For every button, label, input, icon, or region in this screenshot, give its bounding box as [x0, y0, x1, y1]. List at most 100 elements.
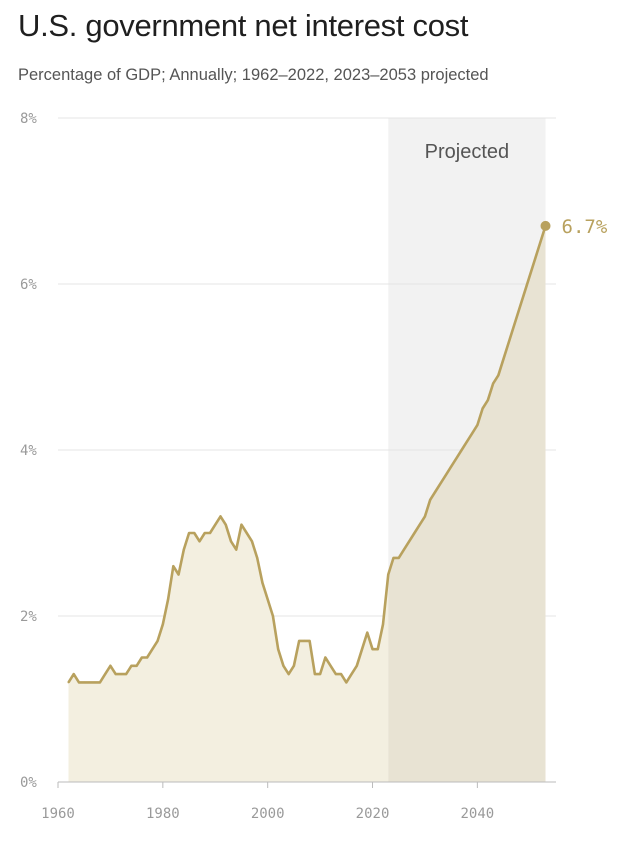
data-point [303, 639, 306, 642]
data-point [497, 374, 500, 377]
data-point [340, 673, 343, 676]
data-point [481, 407, 484, 410]
area-projected [388, 225, 546, 782]
x-tick-label: 2020 [356, 806, 390, 822]
data-point [292, 664, 295, 667]
data-point [224, 523, 227, 526]
data-point [266, 598, 269, 601]
data-point [98, 681, 101, 684]
data-point [313, 673, 316, 676]
data-point [229, 540, 232, 543]
data-point [130, 664, 133, 667]
data-point [329, 664, 332, 667]
data-point [298, 639, 301, 642]
data-point [188, 532, 191, 534]
data-point [245, 532, 248, 534]
data-point [114, 673, 117, 676]
y-tick-label: 4% [20, 443, 37, 459]
data-point [167, 598, 170, 601]
data-point [471, 432, 474, 435]
area-historical [68, 516, 389, 782]
data-point [355, 664, 358, 667]
data-point [146, 656, 149, 659]
data-point [104, 673, 107, 676]
data-point [408, 540, 411, 543]
x-tick-label: 1960 [41, 806, 75, 822]
y-tick-label: 8% [20, 111, 37, 127]
data-point [392, 556, 395, 559]
data-point [460, 449, 463, 451]
x-tick-label: 2000 [251, 806, 285, 822]
data-point [209, 532, 212, 534]
data-point [387, 573, 390, 576]
data-point [256, 556, 259, 559]
x-tick-label: 1980 [146, 806, 180, 822]
data-point [261, 581, 264, 584]
data-point [83, 681, 86, 684]
data-point [444, 473, 447, 476]
data-point [119, 673, 122, 676]
y-tick-label: 6% [20, 277, 37, 293]
chart-title: U.S. government net interest cost [18, 8, 469, 43]
data-point [67, 681, 70, 684]
data-points [67, 224, 547, 684]
data-point [182, 548, 185, 551]
data-point [418, 523, 421, 526]
projected-label: Projected [425, 141, 510, 163]
data-point [450, 465, 453, 468]
data-point [366, 631, 369, 634]
data-point [429, 498, 432, 501]
data-point [502, 357, 505, 360]
data-point [125, 673, 128, 676]
data-point [214, 523, 217, 526]
data-point [465, 440, 468, 443]
data-point [88, 681, 91, 684]
data-point [140, 656, 143, 659]
data-point [507, 341, 510, 344]
data-point [277, 648, 280, 651]
x-axis-ticks: 1960 1980 2000 2020 2040 [41, 782, 494, 822]
data-point [518, 307, 521, 310]
data-point [282, 664, 285, 667]
data-point [271, 615, 274, 617]
data-point [135, 664, 138, 667]
data-point [534, 258, 537, 261]
data-point [203, 532, 206, 534]
data-point [235, 548, 238, 551]
data-point [513, 324, 516, 327]
data-point [528, 274, 531, 277]
data-point [476, 424, 479, 427]
y-tick-label: 0% [20, 775, 37, 791]
data-point [492, 382, 495, 385]
y-axis-labels: 0% 2% 4% 6% 8% [20, 111, 37, 791]
data-point [376, 648, 379, 651]
data-point [361, 648, 364, 651]
data-point [172, 565, 175, 568]
data-point [319, 673, 322, 676]
data-point [287, 673, 290, 676]
end-value-label: 6.7% [562, 216, 608, 238]
data-point [240, 523, 243, 526]
data-point [250, 540, 253, 543]
data-point [156, 639, 159, 642]
data-point [93, 681, 96, 684]
data-point [177, 573, 180, 576]
data-point [72, 673, 75, 676]
data-point [434, 490, 437, 493]
data-point [345, 681, 348, 684]
data-point [161, 623, 164, 626]
data-point [193, 532, 196, 534]
data-point [382, 623, 385, 626]
data-point [334, 673, 337, 676]
data-point [423, 515, 426, 518]
data-point [523, 291, 526, 294]
data-point [371, 648, 374, 651]
data-point [350, 673, 353, 676]
data-point [486, 399, 489, 402]
data-point [455, 457, 458, 460]
x-tick-label: 2040 [461, 806, 495, 822]
data-point [308, 639, 311, 642]
data-point [439, 482, 442, 485]
data-point [151, 648, 154, 651]
